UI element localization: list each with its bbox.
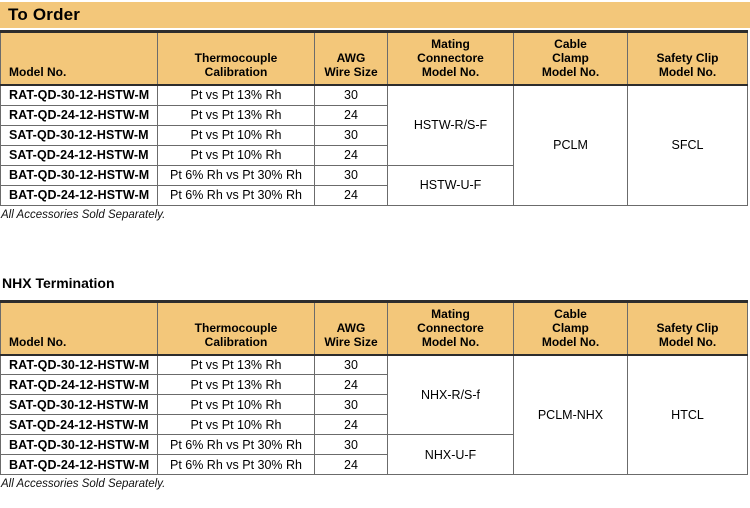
column-header-mating: Mating Connectore Model No. bbox=[387, 300, 514, 356]
calibration-cell: Pt vs Pt 13% Rh bbox=[157, 104, 315, 126]
table-row: SAT-QD-30-12-HSTW-M Pt vs Pt 10% Rh 30 bbox=[0, 124, 748, 146]
mating-connector-cell: NHX-U-F bbox=[387, 434, 514, 475]
safety-clip-cell: SFCL bbox=[627, 84, 748, 206]
column-header-calibration: Thermocouple Calibration bbox=[157, 31, 315, 86]
awg-cell: 24 bbox=[314, 414, 388, 435]
column-header-model: Model No. bbox=[0, 31, 158, 86]
section-heading-nhx: NHX Termination bbox=[2, 274, 115, 291]
calibration-cell: Pt 6% Rh vs Pt 30% Rh bbox=[157, 434, 315, 455]
table-row: SAT-QD-30-12-HSTW-M Pt vs Pt 10% Rh 30 bbox=[0, 394, 748, 415]
model-cell: RAT-QD-24-12-HSTW-M bbox=[0, 104, 158, 126]
table-row: RAT-QD-30-12-HSTW-M Pt vs Pt 13% Rh 30 H… bbox=[0, 84, 748, 206]
table-row: RAT-QD-30-12-HSTW-M Pt vs Pt 13% Rh 30 N… bbox=[0, 354, 748, 475]
mating-connector-cell: NHX-R/S-f bbox=[387, 354, 514, 435]
column-header-calibration: Thermocouple Calibration bbox=[157, 300, 315, 356]
model-cell: RAT-QD-30-12-HSTW-M bbox=[0, 84, 158, 106]
table-row: BAT-QD-24-12-HSTW-M Pt 6% Rh vs Pt 30% R… bbox=[0, 184, 748, 206]
column-header-safety: Safety Clip Model No. bbox=[627, 31, 748, 86]
table-row: RAT-QD-24-12-HSTW-M Pt vs Pt 13% Rh 24 bbox=[0, 104, 748, 126]
model-cell: RAT-QD-30-12-HSTW-M bbox=[0, 354, 158, 375]
header-row: Model No. Thermocouple Calibration AWG W… bbox=[0, 31, 748, 86]
awg-cell: 30 bbox=[314, 394, 388, 415]
cable-clamp-cell: PCLM-NHX bbox=[513, 354, 628, 475]
calibration-cell: Pt vs Pt 10% Rh bbox=[157, 144, 315, 166]
order-table: Model No. Thermocouple Calibration AWG W… bbox=[0, 30, 748, 206]
awg-cell: 30 bbox=[314, 434, 388, 455]
calibration-cell: Pt vs Pt 13% Rh bbox=[157, 84, 315, 106]
model-cell: SAT-QD-24-12-HSTW-M bbox=[0, 144, 158, 166]
table-row: BAT-QD-24-12-HSTW-M Pt 6% Rh vs Pt 30% R… bbox=[0, 454, 748, 475]
model-cell: RAT-QD-24-12-HSTW-M bbox=[0, 374, 158, 395]
awg-cell: 30 bbox=[314, 354, 388, 375]
calibration-cell: Pt vs Pt 10% Rh bbox=[157, 394, 315, 415]
awg-cell: 24 bbox=[314, 374, 388, 395]
calibration-cell: Pt 6% Rh vs Pt 30% Rh bbox=[157, 164, 315, 186]
column-header-cable: Cable Clamp Model No. bbox=[513, 300, 628, 356]
model-cell: BAT-QD-24-12-HSTW-M bbox=[0, 184, 158, 206]
safety-clip-cell: HTCL bbox=[627, 354, 748, 475]
section-title: To Order bbox=[8, 5, 81, 24]
calibration-cell: Pt 6% Rh vs Pt 30% Rh bbox=[157, 184, 315, 206]
awg-cell: 30 bbox=[314, 124, 388, 146]
table-row: SAT-QD-24-12-HSTW-M Pt vs Pt 10% Rh 24 bbox=[0, 414, 748, 435]
section-title-bar: To Order bbox=[0, 2, 750, 28]
table-row: BAT-QD-30-12-HSTW-M Pt 6% Rh vs Pt 30% R… bbox=[0, 434, 748, 475]
column-header-safety: Safety Clip Model No. bbox=[627, 300, 748, 356]
mating-connector-cell: HSTW-U-F bbox=[387, 164, 514, 206]
mating-connector-cell: HSTW-R/S-F bbox=[387, 84, 514, 166]
column-header-cable: Cable Clamp Model No. bbox=[513, 31, 628, 86]
awg-cell: 30 bbox=[314, 84, 388, 106]
column-header-model: Model No. bbox=[0, 300, 158, 356]
column-header-awg: AWG Wire Size bbox=[314, 31, 388, 86]
cable-clamp-cell: PCLM bbox=[513, 84, 628, 206]
awg-cell: 24 bbox=[314, 454, 388, 475]
calibration-cell: Pt vs Pt 10% Rh bbox=[157, 414, 315, 435]
model-cell: SAT-QD-24-12-HSTW-M bbox=[0, 414, 158, 435]
calibration-cell: Pt vs Pt 13% Rh bbox=[157, 374, 315, 395]
awg-cell: 24 bbox=[314, 104, 388, 126]
accessories-footnote: All Accessories Sold Separately. bbox=[1, 478, 166, 490]
model-cell: SAT-QD-30-12-HSTW-M bbox=[0, 124, 158, 146]
calibration-cell: Pt 6% Rh vs Pt 30% Rh bbox=[157, 454, 315, 475]
awg-cell: 24 bbox=[314, 144, 388, 166]
column-header-awg: AWG Wire Size bbox=[314, 300, 388, 356]
table-header: Model No. Thermocouple Calibration AWG W… bbox=[0, 31, 748, 86]
nhx-order-table: Model No. Thermocouple Calibration AWG W… bbox=[0, 299, 748, 475]
model-cell: SAT-QD-30-12-HSTW-M bbox=[0, 394, 158, 415]
table-row: BAT-QD-30-12-HSTW-M Pt 6% Rh vs Pt 30% R… bbox=[0, 164, 748, 206]
table-header: Model No. Thermocouple Calibration AWG W… bbox=[0, 300, 748, 356]
column-header-mating: Mating Connectore Model No. bbox=[387, 31, 514, 86]
model-cell: BAT-QD-24-12-HSTW-M bbox=[0, 454, 158, 475]
model-cell: BAT-QD-30-12-HSTW-M bbox=[0, 164, 158, 186]
accessories-footnote: All Accessories Sold Separately. bbox=[1, 208, 166, 221]
model-cell: BAT-QD-30-12-HSTW-M bbox=[0, 434, 158, 455]
awg-cell: 30 bbox=[314, 164, 388, 186]
calibration-cell: Pt vs Pt 13% Rh bbox=[157, 354, 315, 375]
header-row: Model No. Thermocouple Calibration AWG W… bbox=[0, 300, 748, 356]
awg-cell: 24 bbox=[314, 184, 388, 206]
calibration-cell: Pt vs Pt 10% Rh bbox=[157, 124, 315, 146]
